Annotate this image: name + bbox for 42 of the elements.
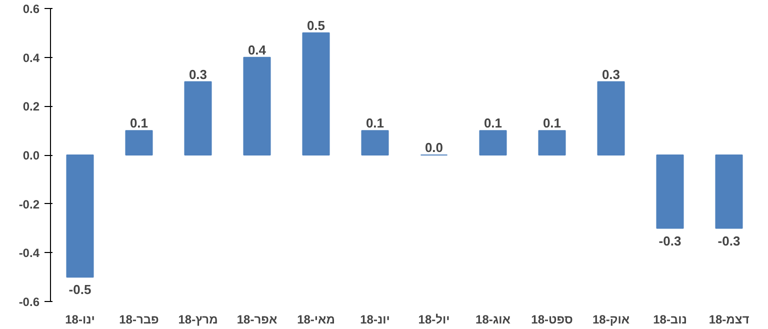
x-tick-label: פבר-18 — [119, 312, 160, 326]
data-label: 0.5 — [306, 18, 326, 33]
data-label: 0.1 — [484, 116, 502, 131]
bar — [243, 56, 271, 156]
x-tick-label: אוג-18 — [476, 312, 510, 326]
data-label: 0.1 — [542, 116, 562, 131]
y-tick-label: -0.6 — [18, 295, 40, 309]
bar — [538, 130, 566, 156]
bar — [656, 154, 684, 229]
y-tick-label: 0.4 — [22, 50, 40, 65]
bar — [715, 154, 743, 229]
x-tick-label: אפר-18 — [236, 312, 278, 326]
data-label: -0.5 — [68, 282, 92, 298]
x-tick-label: דצמ-18 — [708, 312, 750, 326]
data-label: -0.3 — [718, 233, 740, 248]
data-label: 0.4 — [248, 42, 267, 58]
x-tick-label: ספט-18 — [531, 312, 573, 326]
data-label: 0.1 — [130, 116, 148, 131]
bar — [66, 154, 94, 278]
x-tick-label: מרץ-18 — [178, 312, 218, 326]
bar — [597, 81, 625, 156]
bar — [361, 130, 389, 156]
bar — [125, 130, 153, 156]
y-tick-label: 0.0 — [22, 148, 40, 162]
y-tick-label: -0.4 — [18, 246, 40, 260]
data-label: 0.3 — [188, 66, 208, 82]
y-tick-label: 0.2 — [22, 100, 40, 114]
data-label: 0.1 — [366, 116, 384, 131]
y-tick-label: -0.2 — [18, 197, 40, 212]
x-tick-label: ינו-18 — [65, 312, 95, 326]
data-label: -0.3 — [658, 233, 682, 248]
x-tick-label: אוק-18 — [592, 312, 630, 326]
bar — [302, 32, 330, 156]
data-label: 0.0 — [424, 140, 444, 155]
bar — [479, 130, 507, 156]
data-label: 0.3 — [602, 66, 620, 82]
x-tick-label: יול-18 — [418, 312, 450, 326]
x-tick-label: מאי-18 — [297, 312, 335, 326]
x-tick-label: יונ-18 — [360, 312, 390, 326]
x-tick-label: נוב-18 — [653, 312, 687, 326]
bar — [184, 81, 212, 156]
y-tick-label: 0.6 — [22, 2, 40, 16]
